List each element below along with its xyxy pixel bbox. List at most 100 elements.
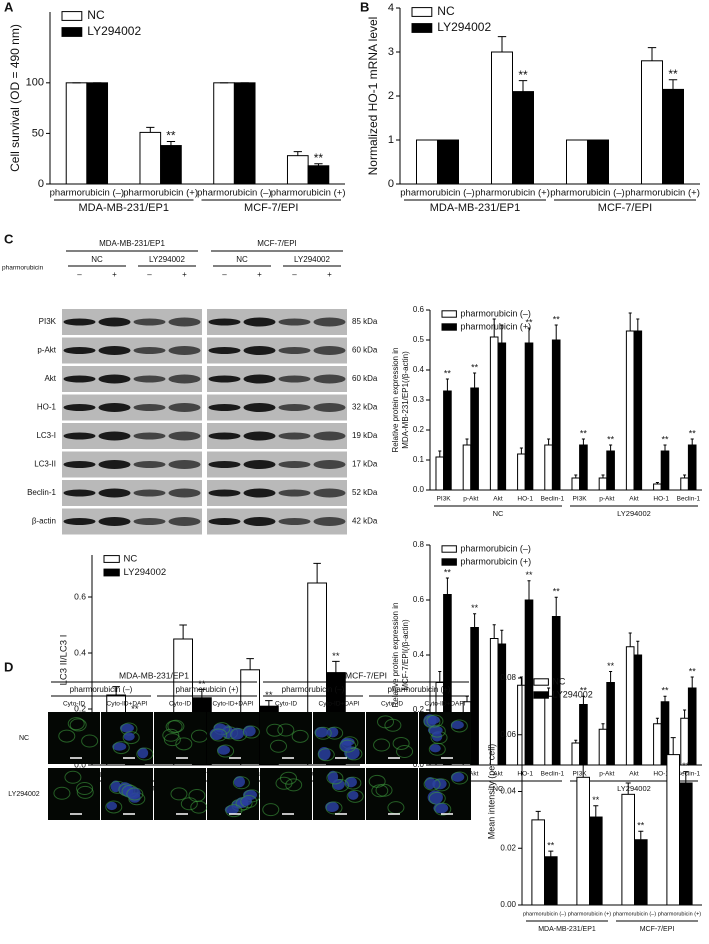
treatment-label: pharmorubicin xyxy=(2,265,44,272)
y-tick-label: 0.4 xyxy=(413,365,425,374)
y-axis-label: MDA-MB-231/EP1(/β-actin) xyxy=(401,351,410,449)
significance: ** xyxy=(131,704,139,715)
bar xyxy=(517,684,526,766)
y-tick-label: 0.6 xyxy=(413,305,425,314)
x-tick-label: Akt xyxy=(629,771,639,778)
error-bar xyxy=(445,378,449,391)
error-bar xyxy=(265,700,273,707)
blot-band xyxy=(313,431,346,441)
y-tick-label: 3 xyxy=(388,46,394,58)
y-tick-label: 0.0 xyxy=(413,485,425,494)
blot-band xyxy=(168,317,201,327)
autophagy-signal xyxy=(277,723,295,737)
y-tick-label: 0.08 xyxy=(500,673,516,682)
error-bar xyxy=(601,474,605,478)
autophagy-signal xyxy=(67,717,85,731)
autophagy-signal xyxy=(266,723,284,737)
error-bar xyxy=(609,671,613,683)
x-tick-label: Akt xyxy=(493,496,503,503)
blot-band xyxy=(278,518,311,525)
protein-label: Beclin-1 xyxy=(27,488,56,497)
blot-band xyxy=(98,460,131,469)
blot-band xyxy=(168,431,201,441)
legend-swatch xyxy=(441,323,457,331)
bar xyxy=(160,145,182,185)
error-bar xyxy=(593,805,599,818)
legend-label: pharmorubicin (+) xyxy=(460,556,531,566)
legend-swatch xyxy=(411,23,433,33)
blot-band xyxy=(133,489,166,497)
y-axis-label: Normalized HO-1 mRNA level xyxy=(366,17,380,176)
legend-swatch xyxy=(533,678,549,686)
blot-band xyxy=(243,488,276,498)
error-bar xyxy=(574,739,578,743)
autophagy-signal xyxy=(423,777,441,791)
error-bar xyxy=(581,695,585,705)
bar xyxy=(566,139,588,185)
y-tick-label: 100 xyxy=(26,77,44,89)
lane-label: + xyxy=(112,270,117,279)
blot-band xyxy=(168,517,201,526)
nucleus xyxy=(224,805,239,815)
x-tick-label: Beclin-1 xyxy=(677,496,701,503)
bar xyxy=(233,82,256,185)
protein-label: Akt xyxy=(44,374,56,383)
channel-label: Cyto-ID+DAPI xyxy=(213,701,254,708)
y-tick-label: 0.02 xyxy=(500,843,516,852)
significance: ** xyxy=(580,428,588,438)
error-bar xyxy=(519,447,523,454)
significance: ** xyxy=(592,795,600,805)
y-tick-label: 0 xyxy=(388,178,394,190)
y-tick-label: 2 xyxy=(388,90,394,102)
y-tick-label: 0.6 xyxy=(74,591,86,601)
x-tick-label: HO-1 xyxy=(517,496,533,503)
error-bar xyxy=(179,624,187,639)
error-bar xyxy=(438,671,442,683)
significance: ** xyxy=(662,686,670,696)
micro-treatment-label: pharmorubicin (–) xyxy=(70,685,133,694)
blot-band xyxy=(278,318,311,326)
micro-tile xyxy=(48,768,100,820)
significance: ** xyxy=(314,151,324,165)
error-bar xyxy=(535,810,541,820)
error-bar xyxy=(497,36,507,52)
blot-band xyxy=(313,317,346,327)
x-tick-label: pharmorubicin (–) xyxy=(613,911,656,917)
y-tick-label: 0.1 xyxy=(413,455,425,464)
significance: ** xyxy=(471,603,479,613)
autophagy-signal xyxy=(331,779,349,793)
error-bar xyxy=(473,372,477,388)
blot-band xyxy=(208,518,241,525)
blot-band xyxy=(63,518,96,525)
lane-label: + xyxy=(327,270,332,279)
blot-band xyxy=(278,404,311,411)
blot-band xyxy=(98,346,131,355)
error-bar xyxy=(683,474,687,478)
error-bar xyxy=(636,640,640,655)
blot-band xyxy=(133,518,166,525)
error-bar xyxy=(628,632,632,647)
x-tick-label: pharmorubicin (–) xyxy=(523,911,566,917)
x-tick-label: PI3K xyxy=(573,771,588,778)
error-bar xyxy=(518,80,528,92)
blot-band xyxy=(243,431,276,441)
nucleus xyxy=(123,732,135,741)
y-axis-label: Mean intensity (per cell) xyxy=(486,744,496,840)
x-tick-label: pharmorubicin (+) xyxy=(568,911,611,917)
group-label: MCF-7/EPI xyxy=(598,202,652,214)
blot-group-label: MCF-7/EPI xyxy=(257,239,297,248)
nucleus xyxy=(429,744,441,753)
significance: ** xyxy=(166,129,176,143)
blot-band xyxy=(243,403,276,412)
autophagy-signal xyxy=(396,744,414,758)
x-tick-label: PI3K xyxy=(573,496,588,503)
error-bar xyxy=(601,723,605,730)
bar xyxy=(443,390,452,491)
bar xyxy=(679,782,693,906)
bar xyxy=(625,646,635,766)
significance: ** xyxy=(637,821,645,831)
row-label: LY294002 xyxy=(8,791,40,798)
channel-label: Cyto-ID xyxy=(169,701,191,708)
autophagy-signal xyxy=(69,718,87,732)
channel-label: Cyto-ID xyxy=(63,701,85,708)
